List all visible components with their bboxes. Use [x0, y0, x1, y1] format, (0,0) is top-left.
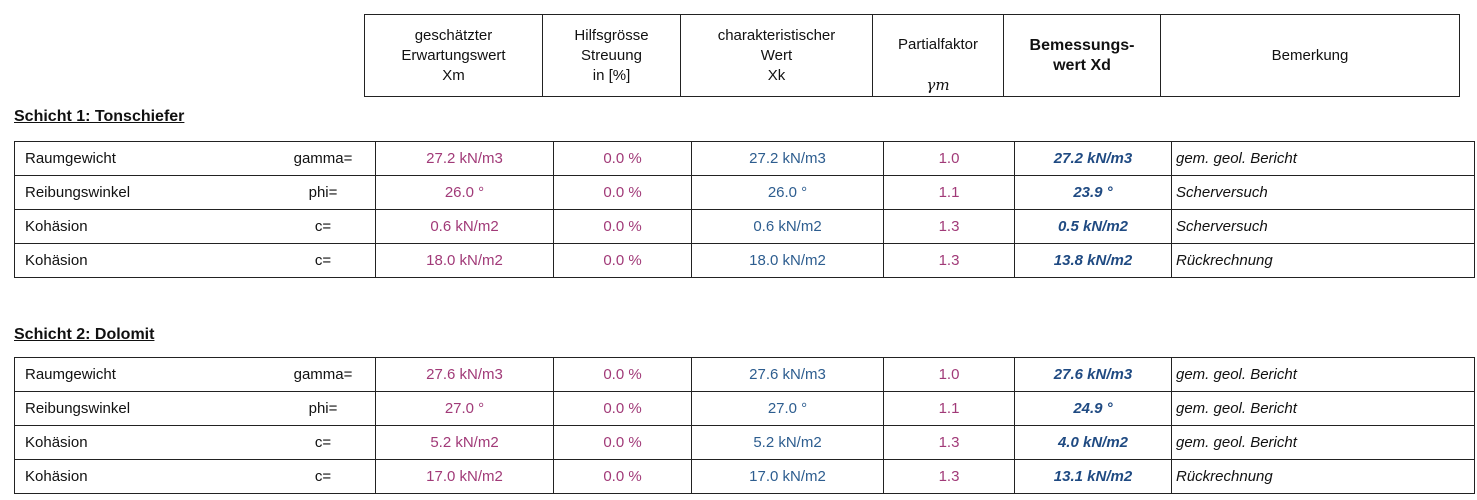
cell-streuung: 0.0 % — [553, 209, 692, 244]
cell-name: Kohäsion — [14, 209, 271, 244]
cell-xm: 27.2 kN/m3 — [375, 141, 554, 176]
cell-streuung: 0.0 % — [553, 425, 692, 460]
cell-factor: 1.3 — [883, 209, 1015, 244]
cell-remark: gem. geol. Bericht — [1171, 391, 1475, 426]
cell-xk: 27.0 ° — [691, 391, 884, 426]
cell-streuung: 0.0 % — [553, 175, 692, 210]
cell-remark: Scherversuch — [1171, 175, 1475, 210]
cell-xk: 26.0 ° — [691, 175, 884, 210]
cell-symbol: gamma= — [271, 141, 376, 176]
cell-symbol: c= — [271, 243, 376, 278]
cell-name: Kohäsion — [14, 459, 271, 494]
table-row: Reibungswinkel phi= 27.0 ° 0.0 % 27.0 ° 1.1 24… — [14, 391, 1475, 426]
cell-factor: 1.0 — [883, 357, 1015, 392]
cell-symbol: c= — [271, 425, 376, 460]
table-row: Kohäsion c= 0.6 kN/m2 0.0 % 0.6 kN/m2 1.3 0.5 … — [14, 209, 1475, 244]
header-partialfaktor-label: Partialfaktor — [897, 36, 979, 53]
cell-remark: Rückrechnung — [1171, 243, 1475, 278]
cell-name: Raumgewicht — [14, 357, 271, 392]
cell-symbol: c= — [271, 459, 376, 494]
cell-remark: Rückrechnung — [1171, 459, 1475, 494]
cell-remark: Scherversuch — [1171, 209, 1475, 244]
cell-xk: 27.6 kN/m3 — [691, 357, 884, 392]
cell-remark: gem. geol. Bericht — [1171, 357, 1475, 392]
header-xk: charakteristischer Wert Xk — [680, 14, 873, 97]
cell-name: Reibungswinkel — [14, 175, 271, 210]
table-row: Kohäsion c= 18.0 kN/m2 0.0 % 18.0 kN/m2 1.3 13… — [14, 243, 1475, 278]
cell-xk: 5.2 kN/m2 — [691, 425, 884, 460]
cell-name: Reibungswinkel — [14, 391, 271, 426]
table-row: Kohäsion c= 17.0 kN/m2 0.0 % 17.0 kN/m2 1.3 13… — [14, 459, 1475, 494]
cell-xd: 23.9 ° — [1014, 175, 1172, 210]
cell-streuung: 0.0 % — [553, 141, 692, 176]
cell-factor: 1.3 — [883, 425, 1015, 460]
header-bemerkung: Bemerkung — [1160, 14, 1460, 97]
cell-xm: 5.2 kN/m2 — [375, 425, 554, 460]
cell-xk: 27.2 kN/m3 — [691, 141, 884, 176]
table-row: Raumgewicht gamma= 27.6 kN/m3 0.0 % 27.6 kN/… — [14, 357, 1475, 392]
header-xd: Bemessungs- wert Xd — [1003, 14, 1161, 97]
cell-xk: 18.0 kN/m2 — [691, 243, 884, 278]
section-title-1: Schicht 1: Tonschiefer — [14, 108, 185, 125]
cell-xm: 27.6 kN/m3 — [375, 357, 554, 392]
section-2-rows: Raumgewicht gamma= 27.6 kN/m3 0.0 % 27.6 kN/… — [14, 357, 1475, 494]
cell-xd: 13.1 kN/m2 — [1014, 459, 1172, 494]
table-row: Kohäsion c= 5.2 kN/m2 0.0 % 5.2 kN/m2 1.3 4.0 … — [14, 425, 1475, 460]
section-2-table: Raumgewicht gamma= 27.6 kN/m3 0.0 % 27.6 kN/… — [14, 357, 1475, 494]
cell-xd: 27.2 kN/m3 — [1014, 141, 1172, 176]
column-header-table: geschätzter Erwartungswert Xm Hilfsgröss… — [364, 14, 1460, 97]
cell-symbol: phi= — [271, 175, 376, 210]
header-xm: geschätzter Erwartungswert Xm — [364, 14, 543, 97]
cell-xd: 4.0 kN/m2 — [1014, 425, 1172, 460]
cell-xm: 26.0 ° — [375, 175, 554, 210]
cell-symbol: c= — [271, 209, 376, 244]
cell-factor: 1.3 — [883, 459, 1015, 494]
cell-symbol: gamma= — [271, 357, 376, 392]
cell-xd: 24.9 ° — [1014, 391, 1172, 426]
cell-factor: 1.0 — [883, 141, 1015, 176]
cell-xk: 0.6 kN/m2 — [691, 209, 884, 244]
cell-factor: 1.1 — [883, 175, 1015, 210]
cell-streuung: 0.0 % — [553, 391, 692, 426]
cell-streuung: 0.0 % — [553, 459, 692, 494]
header-partialfaktor: Partialfaktor γm — [872, 14, 1004, 97]
cell-remark: gem. geol. Bericht — [1171, 425, 1475, 460]
cell-xd: 0.5 kN/m2 — [1014, 209, 1172, 244]
cell-xm: 18.0 kN/m2 — [375, 243, 554, 278]
cell-xm: 27.0 ° — [375, 391, 554, 426]
cell-xd: 27.6 kN/m3 — [1014, 357, 1172, 392]
table-row: Reibungswinkel phi= 26.0 ° 0.0 % 26.0 ° 1.1 23… — [14, 175, 1475, 210]
cell-xm: 0.6 kN/m2 — [375, 209, 554, 244]
section-title-2: Schicht 2: Dolomit — [14, 326, 155, 343]
section-1-rows: Raumgewicht gamma= 27.2 kN/m3 0.0 % 27.2 kN/… — [14, 141, 1475, 278]
header-gamma-m: γm — [926, 76, 950, 94]
section-1-table: Raumgewicht gamma= 27.2 kN/m3 0.0 % 27.2 kN/… — [14, 141, 1475, 278]
cell-streuung: 0.0 % — [553, 357, 692, 392]
cell-name: Kohäsion — [14, 243, 271, 278]
cell-name: Raumgewicht — [14, 141, 271, 176]
cell-xm: 17.0 kN/m2 — [375, 459, 554, 494]
cell-name: Kohäsion — [14, 425, 271, 460]
cell-factor: 1.1 — [883, 391, 1015, 426]
cell-factor: 1.3 — [883, 243, 1015, 278]
cell-xd: 13.8 kN/m2 — [1014, 243, 1172, 278]
cell-remark: gem. geol. Bericht — [1171, 141, 1475, 176]
cell-symbol: phi= — [271, 391, 376, 426]
cell-xk: 17.0 kN/m2 — [691, 459, 884, 494]
cell-streuung: 0.0 % — [553, 243, 692, 278]
table-row: Raumgewicht gamma= 27.2 kN/m3 0.0 % 27.2 kN/… — [14, 141, 1475, 176]
header-streuung: Hilfsgrösse Streuung in [%] — [542, 14, 681, 97]
